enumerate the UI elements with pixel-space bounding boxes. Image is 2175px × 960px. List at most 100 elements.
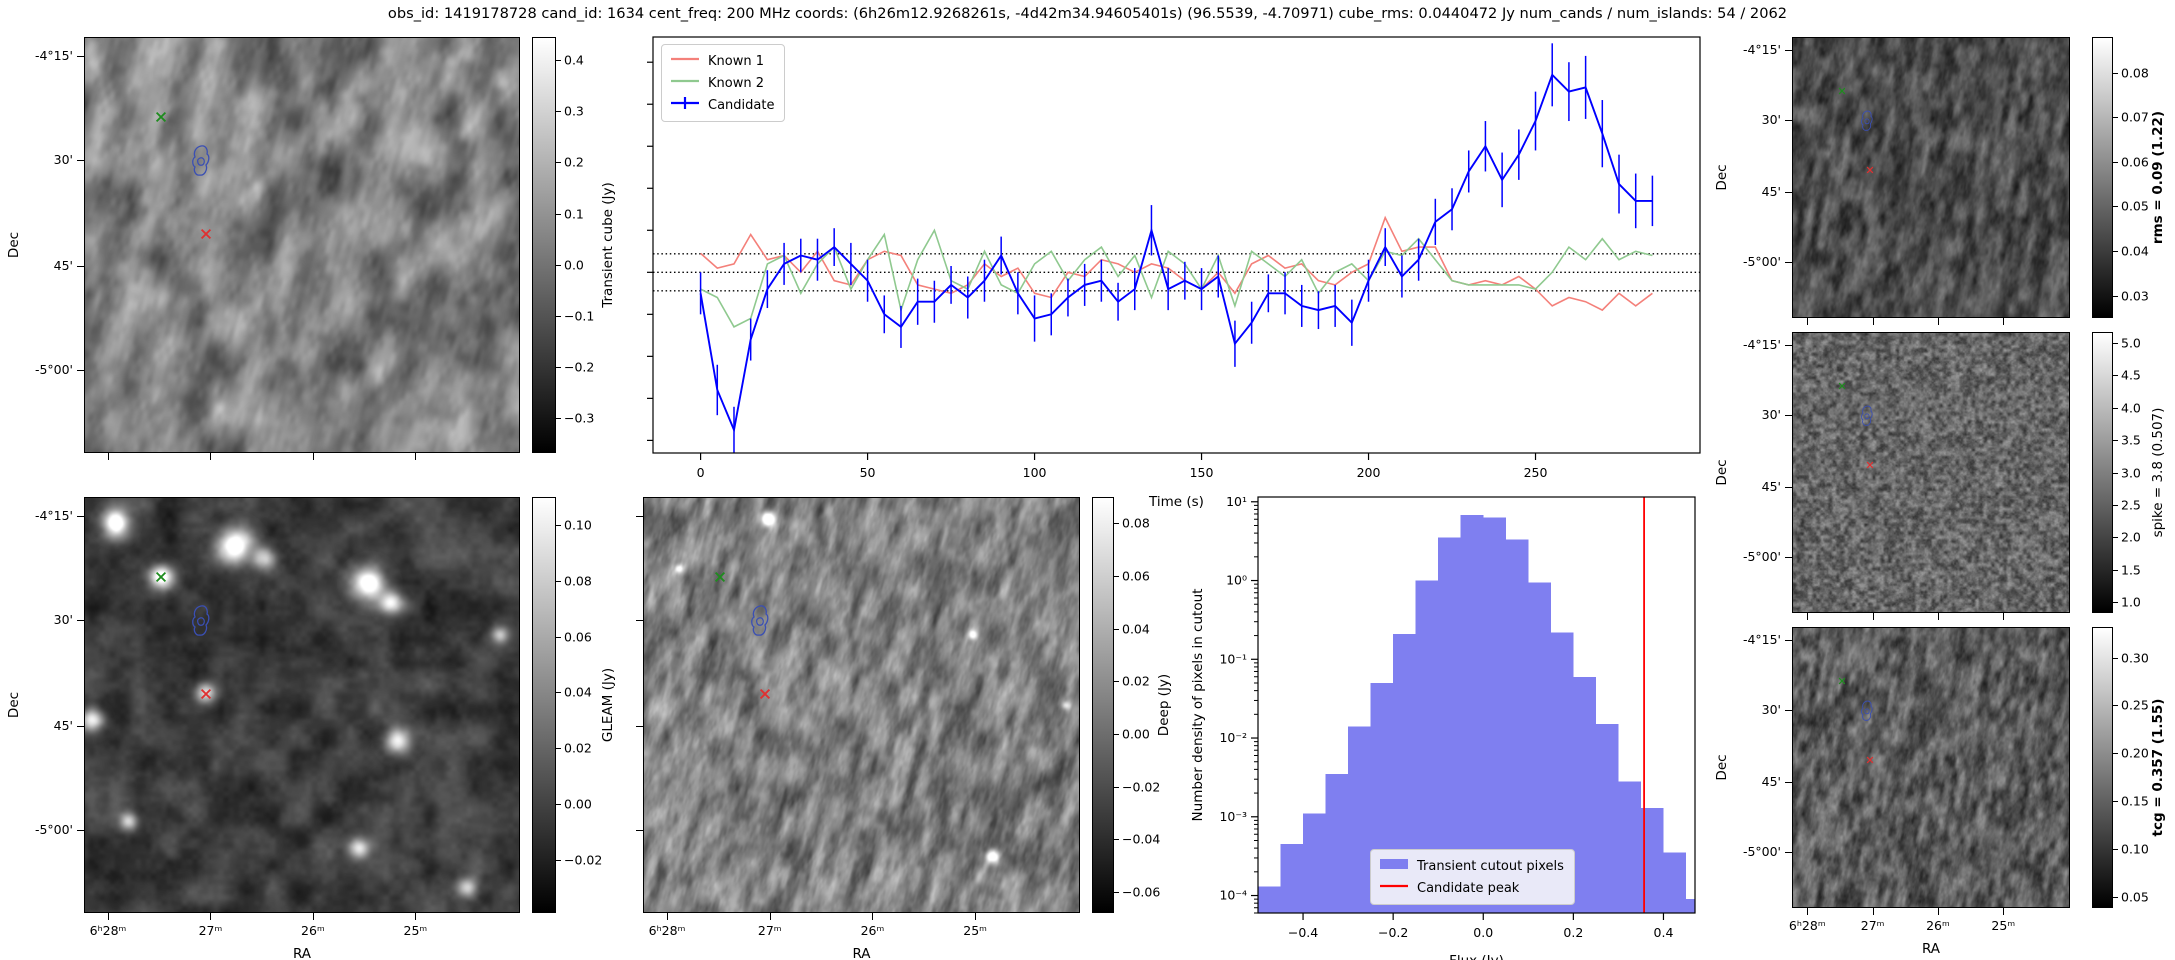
tcg-image (1793, 628, 2069, 907)
tick-mark (769, 913, 771, 920)
deep-colorbar: 0.08 0.06 0.04 0.02 0.00 −0.02 −0.04 −0.06 (1092, 497, 1160, 913)
colorbar-tick-label: 0.20 (2121, 745, 2149, 761)
tick-mark (1785, 414, 1792, 416)
histogram-bar (1618, 781, 1641, 913)
tick-mark (556, 804, 561, 806)
tick-mark (556, 636, 561, 638)
tick-mark (2113, 440, 2118, 442)
ra-axis-label-gleam: RA (292, 946, 312, 960)
lightcurve-frame (652, 36, 1701, 454)
tick-mark (1785, 781, 1792, 783)
tick-mark (77, 725, 84, 727)
tick-mark (1785, 49, 1792, 51)
colorbar-tick-label: 3.0 (2121, 465, 2141, 480)
histogram-bar (1663, 852, 1686, 913)
tick-mark (636, 515, 643, 517)
dec-tick-label: 45' (1761, 773, 1781, 789)
colorbar-tick-label: 0.02 (564, 740, 592, 756)
tick-mark (2113, 375, 2118, 377)
legend-label: Known 1 (708, 53, 764, 69)
legend-item-candidate: Candidate (670, 94, 774, 116)
tick-mark (1114, 891, 1119, 893)
candidate-contour (747, 604, 773, 638)
tick-mark (2113, 407, 2118, 409)
tick-mark (556, 264, 561, 266)
tick-mark (107, 453, 109, 460)
colorbar-tick-label: 0.02 (1122, 673, 1150, 689)
gleam-colorbar: 0.10 0.08 0.06 0.04 0.02 0.00 −0.02 (532, 497, 602, 913)
figure-title: obs_id: 1419178728 cand_id: 1634 cent_fr… (387, 5, 1788, 22)
dec-tick-label: -5°00' (34, 361, 73, 377)
transient-colorbar: 0.4 0.3 0.2 0.1 0.0 −0.1 −0.2 −0.3 (532, 37, 594, 453)
tick-mark (1872, 318, 1874, 325)
colorbar-tick-label: 0.05 (2121, 198, 2149, 214)
tick-mark (1114, 523, 1119, 525)
tick-mark (2113, 472, 2118, 474)
colorbar-tick-label: 0.03 (2121, 288, 2149, 304)
colorbar-tick-label: −0.06 (1122, 884, 1161, 900)
colorbar-tick-label: 0.25 (2121, 697, 2149, 713)
ra-tick-label: 25ᵐ (1991, 918, 2016, 933)
tick-mark (2113, 800, 2118, 802)
tick-mark (2113, 537, 2118, 539)
tick-mark (1785, 851, 1792, 853)
transient-image (85, 38, 519, 452)
tick-mark (556, 60, 561, 62)
tick-mark (556, 111, 561, 113)
tick-mark (556, 580, 561, 582)
colorbar-tick-label: −0.02 (564, 852, 603, 868)
legend-label: Candidate peak (1417, 880, 1520, 896)
tick-mark (872, 913, 874, 920)
legend-label: Known 2 (708, 75, 764, 91)
density-tick-label: 10⁻² (1219, 730, 1247, 745)
dec-tick-label: -4°15' (34, 507, 73, 523)
ra-axis-label-deep: RA (852, 946, 871, 960)
tick-mark (77, 265, 84, 267)
tick-mark (556, 213, 561, 215)
time-tick-label: 200 (1357, 465, 1381, 480)
tick-mark (2113, 117, 2118, 119)
legend-swatch (1379, 879, 1409, 897)
tick-mark (2113, 705, 2118, 707)
tick-mark (1114, 575, 1119, 577)
tick-mark (556, 367, 561, 369)
tcg-colorbar-gradient (2092, 627, 2113, 908)
known-source-1-marker (1866, 756, 1874, 764)
tick-mark (210, 453, 212, 460)
candidate-contour (1858, 700, 1875, 722)
dec-tick-label: 45' (53, 717, 73, 733)
lightcurve-panel: 0 50 100 150 200 250 Time (s) Known 1 Known 2 Can… (593, 25, 1710, 525)
legend-item-transient-cutout-pixels: Transient cutout pixels (1379, 855, 1564, 877)
colorbar-tick-label: 0.08 (2121, 65, 2149, 81)
legend-swatch (670, 73, 700, 93)
colorbar-tick-label: 4.0 (2121, 400, 2141, 416)
lightcurve-legend: Known 1 Known 2 Candidate (661, 44, 786, 122)
sky-panel-tcg (1792, 627, 2070, 908)
colorbar-tick-label: 5.0 (2121, 335, 2141, 351)
dec-tick-label: 30' (53, 151, 73, 167)
legend-item-candidate-peak: Candidate peak (1379, 877, 1564, 899)
colorbar-tick-label: 0.04 (1122, 621, 1150, 637)
dec-tick-label: 45' (1761, 183, 1781, 199)
tick-mark (1785, 261, 1792, 263)
histogram-bar (1640, 807, 1664, 913)
colorbar-tick-label: 0.0 (564, 257, 584, 273)
histogram-bar (1348, 726, 1371, 913)
tick-mark (1785, 639, 1792, 641)
time-tick-label: 0 (697, 465, 705, 480)
transient-colorbar-gradient (532, 37, 556, 453)
colorbar-tick-label: 3.5 (2121, 432, 2141, 448)
ra-tick-label: 6ʰ28ᵐ (89, 923, 127, 938)
tick-mark (556, 859, 561, 861)
tick-mark (2113, 504, 2118, 506)
histogram-plot: −0.4 −0.2 0.0 0.2 0.4 10¹ 10⁰ 10⁻¹ 10⁻² 10⁻³ 10⁻⁴ F… (1190, 494, 1696, 960)
dec-tick-label: -4°15' (34, 47, 73, 63)
colorbar-tick-label: 0.06 (564, 629, 592, 645)
colorbar-tick-label: 0.08 (1122, 515, 1150, 531)
gleam-colorbar-gradient (532, 497, 556, 913)
rms-colorbar: 0.08 0.07 0.06 0.05 0.04 0.03 (2092, 37, 2149, 318)
colorbar-tick-label: 0.10 (2121, 841, 2149, 857)
tick-mark (1785, 191, 1792, 193)
flux-tick-label: 0.4 (1654, 925, 1674, 940)
